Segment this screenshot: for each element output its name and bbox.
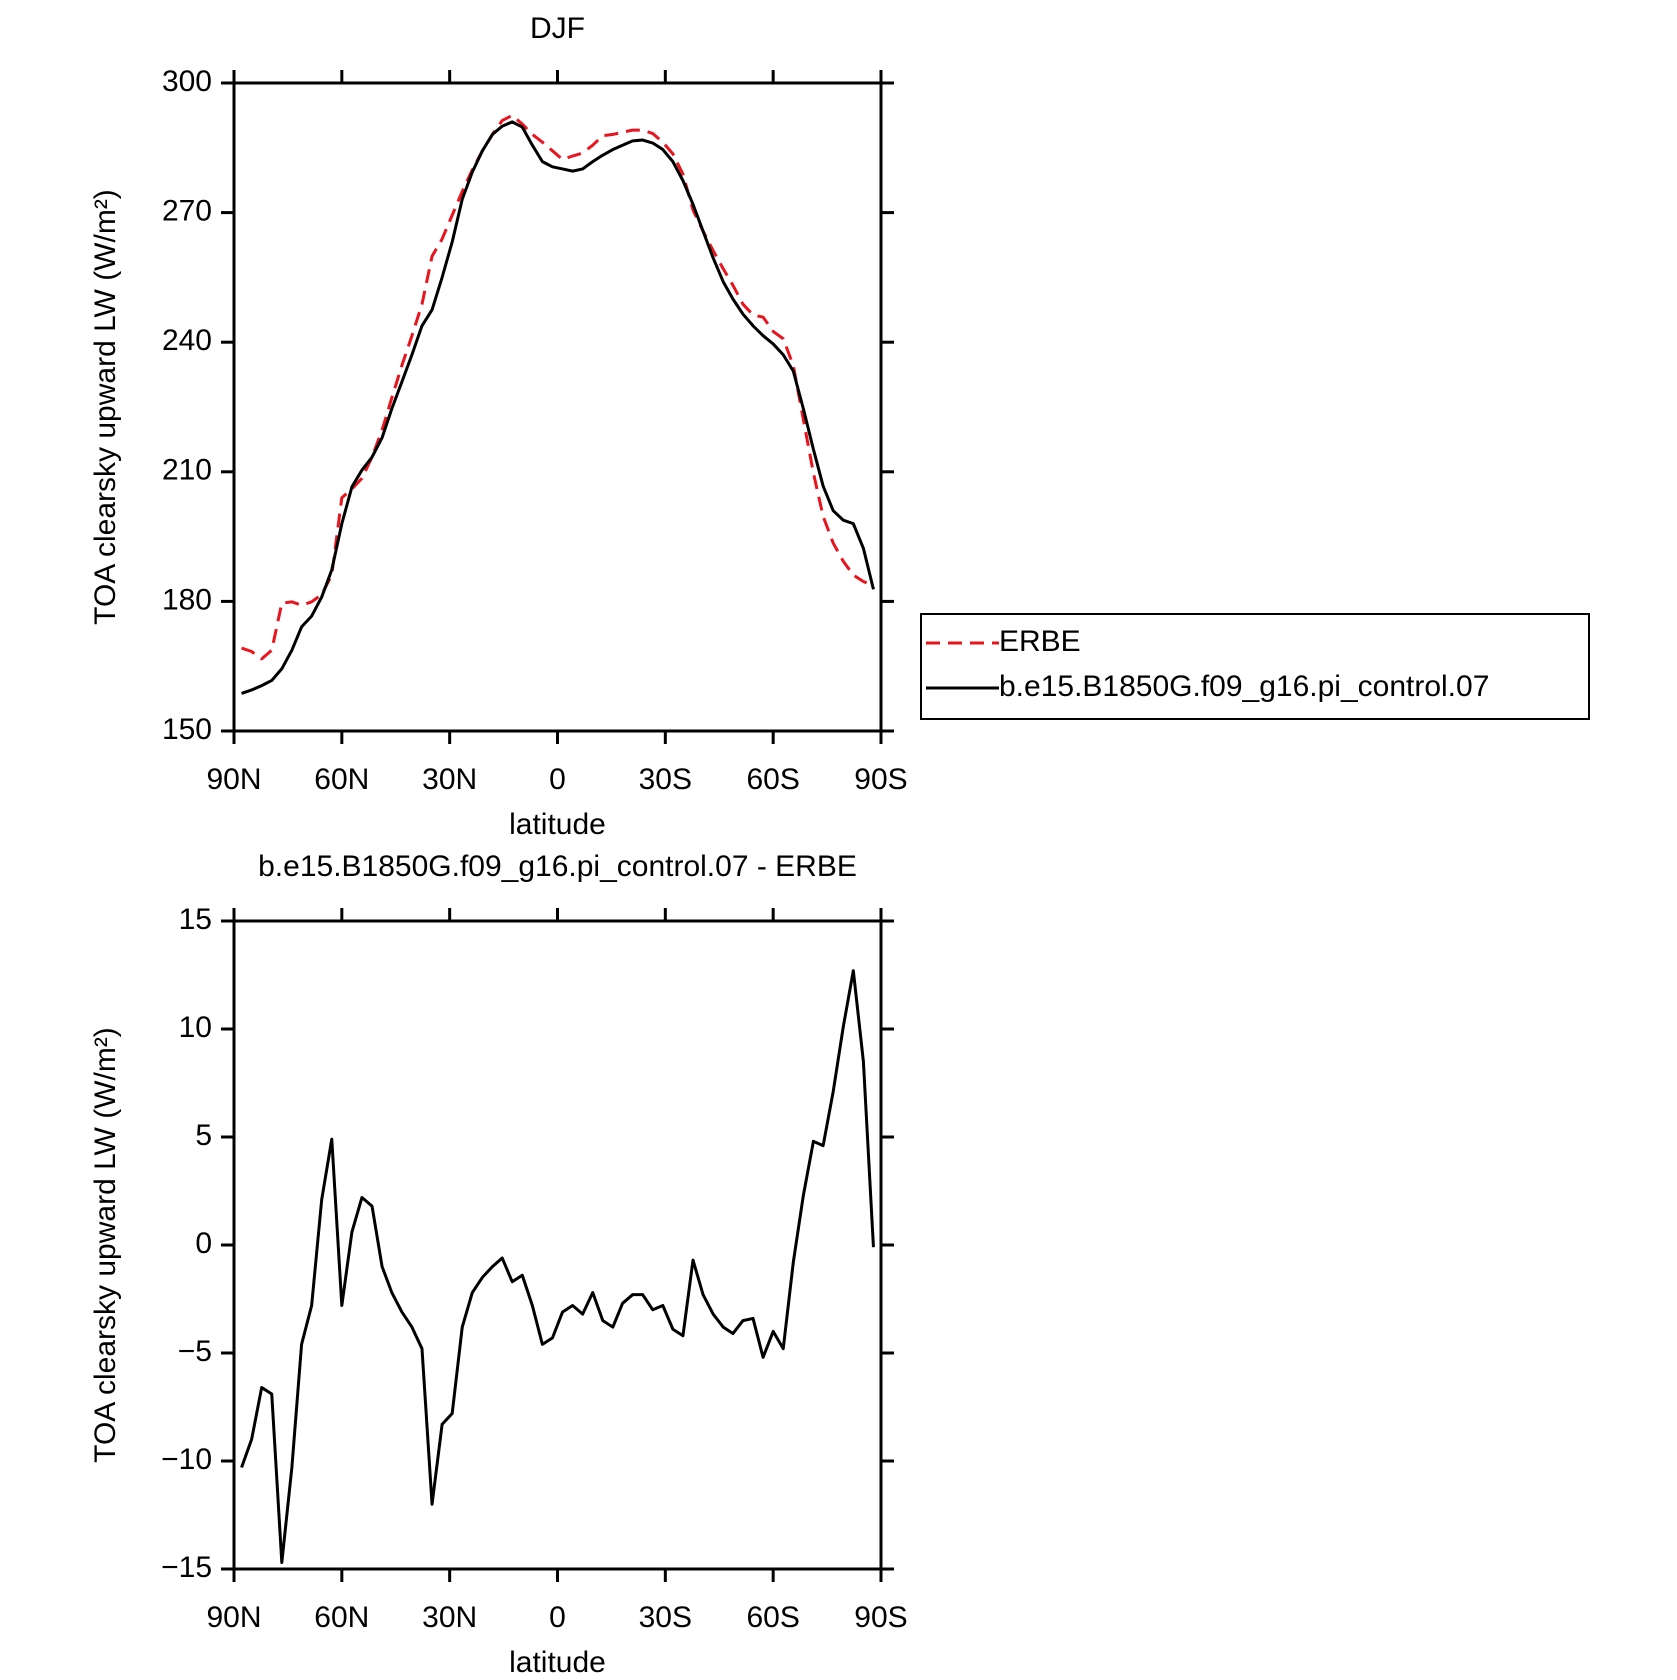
x-tick-label: 0 bbox=[549, 1601, 566, 1634]
chart-title: DJF bbox=[530, 12, 585, 45]
chart-title: b.e15.B1850G.f09_g16.pi_control.07 - ERB… bbox=[258, 850, 857, 883]
series-line bbox=[240, 969, 875, 1565]
y-tick-label: 10 bbox=[179, 1011, 212, 1044]
x-tick-label: 90N bbox=[206, 763, 261, 796]
y-axis-label: TOA clearsky upward LW (W/m²) bbox=[89, 189, 122, 625]
x-tick-label: 60N bbox=[314, 763, 369, 796]
x-tick-label: 60S bbox=[746, 1601, 799, 1634]
y-tick-label: 15 bbox=[179, 903, 212, 936]
legend-box bbox=[920, 613, 1590, 720]
legend-label: ERBE bbox=[999, 625, 1081, 658]
legend-label: b.e15.B1850G.f09_g16.pi_control.07 bbox=[999, 670, 1489, 703]
x-tick-label: 30N bbox=[422, 763, 477, 796]
y-tick-label: 240 bbox=[162, 324, 212, 357]
y-tick-label: −10 bbox=[161, 1443, 212, 1476]
x-tick-label: 60N bbox=[314, 1601, 369, 1634]
y-tick-label: 180 bbox=[162, 583, 212, 616]
y-tick-label: 300 bbox=[162, 65, 212, 98]
x-axis-label: latitude bbox=[509, 1646, 606, 1679]
plot-frame bbox=[232, 919, 883, 1571]
x-tick-label: 90S bbox=[854, 1601, 907, 1634]
y-tick-label: 270 bbox=[162, 195, 212, 228]
y-tick-label: −15 bbox=[161, 1551, 212, 1584]
x-tick-label: 30S bbox=[639, 1601, 692, 1634]
x-tick-label: 30S bbox=[639, 763, 692, 796]
series-line bbox=[241, 120, 875, 695]
y-tick-label: −5 bbox=[178, 1335, 212, 1368]
x-tick-label: 90N bbox=[206, 1601, 261, 1634]
series-line bbox=[241, 113, 875, 661]
x-tick-label: 90S bbox=[854, 763, 907, 796]
y-tick-label: 5 bbox=[195, 1119, 212, 1152]
x-tick-label: 0 bbox=[549, 763, 566, 796]
y-tick-label: 210 bbox=[162, 454, 212, 487]
y-axis-label: TOA clearsky upward LW (W/m²) bbox=[89, 1027, 122, 1463]
x-axis-label: latitude bbox=[509, 808, 606, 841]
plot-frame bbox=[232, 81, 883, 733]
y-tick-label: 150 bbox=[162, 713, 212, 746]
y-tick-label: 0 bbox=[195, 1227, 212, 1260]
x-tick-label: 30N bbox=[422, 1601, 477, 1634]
x-tick-label: 60S bbox=[746, 763, 799, 796]
